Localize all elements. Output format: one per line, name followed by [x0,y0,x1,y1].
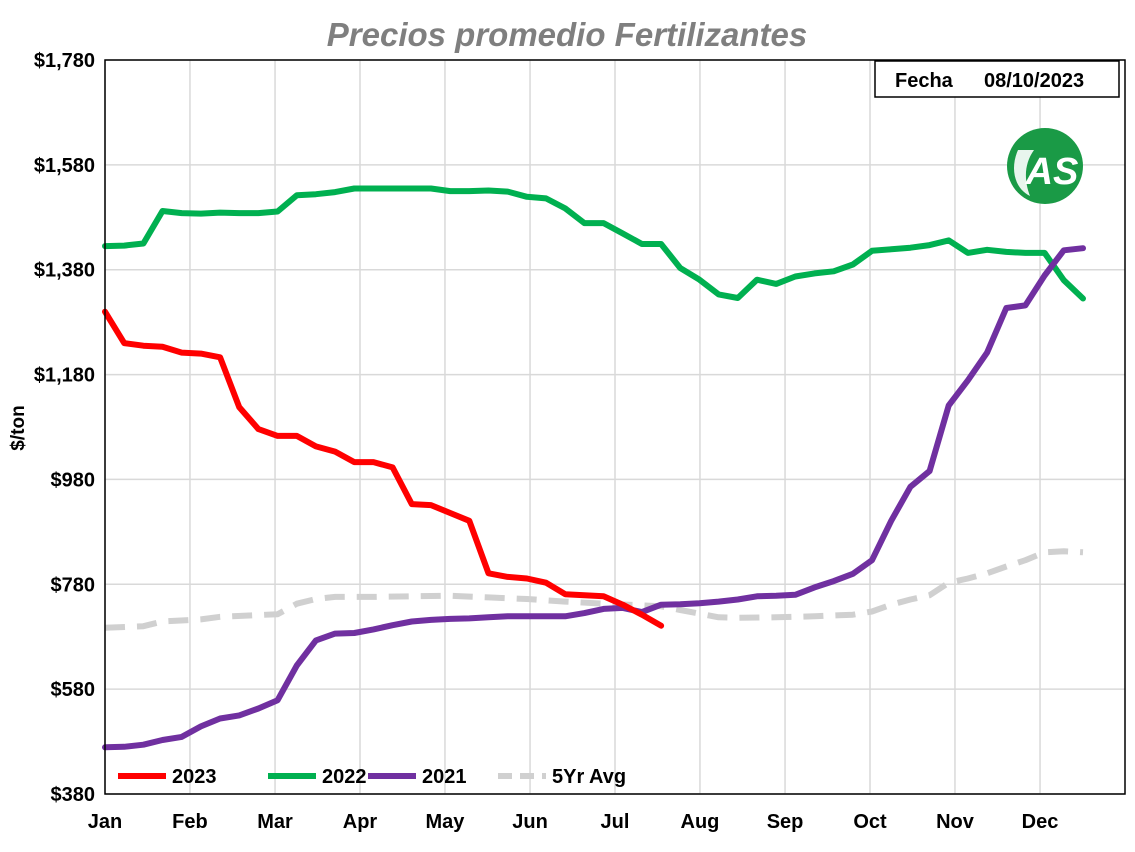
x-tick-label: Feb [172,811,208,833]
x-tick-label: Nov [936,811,975,833]
series-line-2023 [102,308,665,629]
x-axis-ticks: Jan Feb Mar Apr May Jun Jul Aug Sep Oct Nov Dec [88,811,1059,833]
series-lines [102,185,1086,751]
series-line-2022 [102,185,1086,302]
as-logo: AS [1007,128,1083,204]
date-box-frame [874,60,1120,98]
date-box: Fecha 08/10/2023 [874,60,1120,98]
x-tick-label: Sep [767,811,804,833]
y-tick-label: $380 [51,784,96,806]
y-tick-label: $1,380 [34,260,95,282]
logo-text: AS [1025,151,1079,193]
y-tick-label: $780 [51,574,96,596]
legend-label: 2022 [322,766,367,788]
y-tick-label: $1,180 [34,365,95,387]
x-tick-label: Mar [257,811,293,833]
y-tick-label: $580 [51,679,96,701]
plot-frame [104,59,1126,795]
x-tick-label: Jun [512,811,548,833]
x-tick-label: Oct [853,811,887,833]
y-tick-label: $1,580 [34,155,95,177]
series-line-5yr-avg [104,548,1084,631]
date-box-value: 08/10/2023 [984,70,1084,92]
series-line-2021 [102,245,1086,751]
x-tick-label: May [426,811,466,833]
legend-label: 5Yr Avg [552,766,626,788]
date-box-label: Fecha [895,70,954,92]
x-tick-label: Apr [343,811,378,833]
legend-label: 2023 [172,766,217,788]
y-axis-ticks: $380 $580 $780 $980 $1,180 $1,380 $1,580 $1,780 [34,50,95,806]
y-tick-label: $1,780 [34,50,95,72]
legend: 2023 2022 2021 5Yr Avg [118,766,626,788]
x-tick-label: Jan [88,811,122,833]
x-tick-label: Dec [1022,811,1059,833]
y-axis-label: $/ton [8,405,29,450]
legend-label: 2021 [422,766,467,788]
x-tick-label: Jul [601,811,630,833]
y-tick-label: $980 [51,469,96,491]
chart-title: Precios promedio Fertilizantes [327,16,807,53]
gridlines [104,59,1125,795]
logo-leaf-icon [1014,150,1034,196]
x-tick-label: Aug [681,811,720,833]
